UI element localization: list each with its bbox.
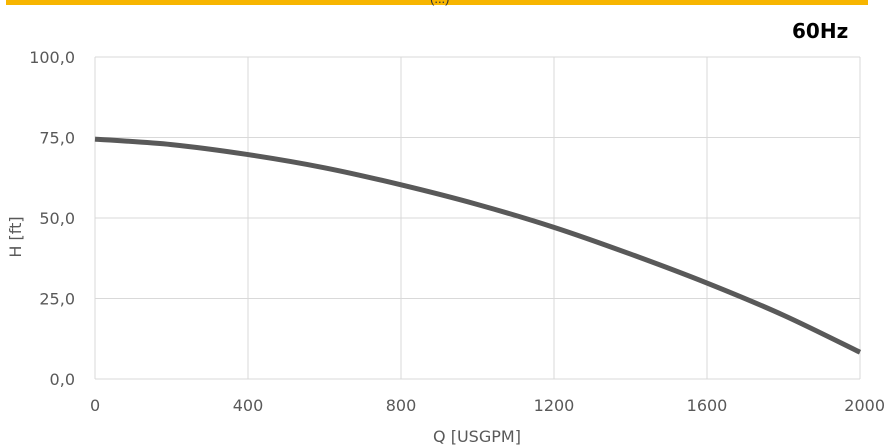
chart-axes [94,57,860,380]
header-accent-bar [6,0,868,5]
pump-curve-line [94,136,862,355]
y-tick-label: 100,0 [29,48,75,67]
y-axis-label: H [ft] [6,216,25,257]
chart-tick-labels: 0,0 25,0 50,0 75,0 100,0 0 400 800 1200 1600 2000 [29,48,885,415]
chart-series [94,136,862,355]
y-tick-label: 50,0 [39,209,75,228]
x-tick-label: 1200 [534,396,575,415]
x-tick-label: 400 [233,396,264,415]
x-tick-label: 0 [90,396,100,415]
y-tick-label: 75,0 [39,129,75,148]
frequency-label: 60Hz [792,19,849,43]
x-tick-label: 800 [386,396,417,415]
chart-grid [95,56,861,379]
y-tick-label: 25,0 [39,290,75,309]
header-title-fragment: (...) [430,0,450,6]
y-tick-label: 0,0 [50,370,75,389]
x-axis-label: Q [USGPM] [433,427,521,446]
x-tick-label: 1600 [687,396,728,415]
x-tick-label: 2000 [844,396,885,415]
